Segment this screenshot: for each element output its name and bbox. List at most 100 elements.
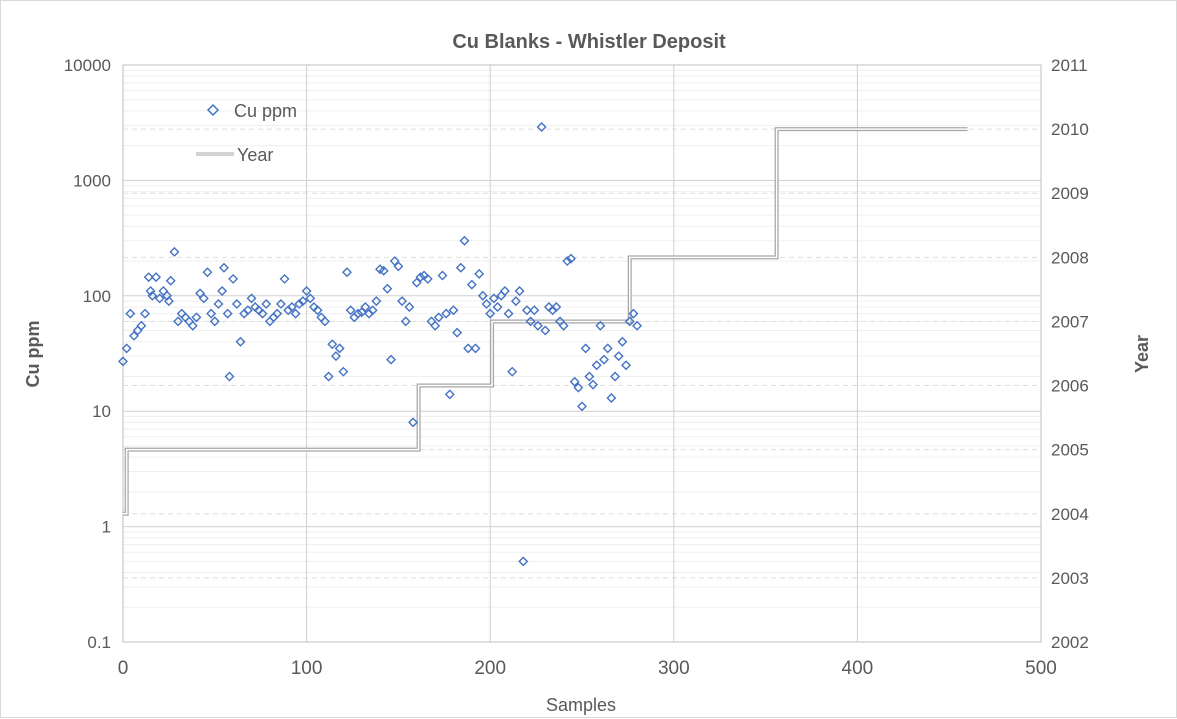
year-line-layer (123, 127, 968, 516)
cu-data-point (606, 393, 617, 404)
cu-data-point (257, 308, 268, 319)
cu-data-point (121, 343, 132, 354)
y2-tick-label: 2007 (1051, 312, 1089, 331)
cu-data-point (173, 316, 184, 327)
cu-data-point (224, 371, 235, 382)
cu-data-point (433, 312, 444, 323)
cu-data-point (518, 556, 529, 567)
cu-data-point (353, 308, 363, 319)
cu-data-point (474, 268, 485, 279)
plot-border (122, 64, 1042, 643)
cu-data-point (367, 305, 378, 316)
cu-data-point (525, 316, 536, 327)
year-series-line-inner (123, 128, 968, 515)
cu-data-point (510, 296, 521, 307)
cu-data-point (415, 272, 426, 283)
cu-data-point (143, 272, 154, 283)
cu-data-point (169, 246, 180, 257)
y-tick-label: 100 (83, 287, 111, 306)
cu-data-point (514, 286, 525, 297)
cu-data-point (408, 417, 419, 428)
cu-data-point (448, 305, 459, 316)
x-tick-label: 300 (658, 658, 690, 679)
cu-data-point (562, 256, 573, 267)
points-layer (118, 122, 643, 567)
legend-diamond-icon (206, 103, 220, 117)
cu-data-point (613, 351, 624, 362)
cu-data-point (621, 360, 632, 371)
legend: Cu ppm Year (196, 101, 297, 165)
cu-data-point (283, 305, 294, 316)
cu-data-point (551, 301, 562, 312)
cu-data-point (378, 265, 389, 276)
cu-data-point (444, 389, 455, 400)
cu-data-point (569, 376, 580, 387)
cu-data-point (202, 267, 213, 278)
legend-label-year: Year (237, 145, 273, 165)
cu-data-point (206, 308, 217, 319)
cu-data-point (628, 308, 639, 319)
cu-data-point (599, 354, 610, 365)
x-axis-label: Samples (546, 695, 616, 715)
grid-layer (122, 64, 1042, 643)
cu-data-point (588, 379, 599, 390)
cu-data-point (261, 298, 272, 309)
cu-data-point (360, 301, 371, 312)
cu-data-point (312, 305, 323, 316)
cu-data-point (163, 296, 174, 307)
x-tick-label: 200 (474, 658, 506, 679)
cu-data-point (147, 290, 158, 301)
chart-title: Cu Blanks - Whistler Deposit (452, 31, 726, 53)
x-tick-label: 400 (842, 658, 874, 679)
cu-data-point (213, 298, 224, 309)
cu-data-point (330, 351, 341, 362)
cu-data-point (345, 305, 356, 316)
cu-data-point (452, 327, 463, 338)
cu-data-point (547, 305, 558, 316)
cu-data-point (191, 312, 202, 323)
cu-data-point (158, 286, 169, 297)
cu-data-point (323, 371, 334, 382)
cu-data-point (125, 308, 136, 319)
y2-axis-label: Year (1132, 335, 1152, 373)
cu-data-point (151, 272, 162, 283)
cu-data-point (382, 283, 393, 294)
cu-data-point (477, 290, 488, 301)
cu-data-point (145, 286, 156, 297)
cu-data-point (400, 316, 411, 327)
cu-data-point (617, 336, 628, 347)
cu-data-point (275, 298, 286, 309)
y-tick-label: 0.1 (87, 633, 111, 652)
cu-data-point (580, 343, 591, 354)
y-axis-label: Cu ppm (23, 321, 43, 388)
cu-data-point (602, 343, 613, 354)
y2-tick-label: 2003 (1051, 569, 1089, 588)
y2-tick-label: 2010 (1051, 120, 1089, 139)
cu-data-point (118, 356, 128, 367)
cu-data-point (165, 275, 176, 286)
cu-data-point (422, 273, 433, 284)
cu-data-point (455, 262, 466, 273)
y2-tick-label: 2011 (1051, 56, 1088, 75)
cu-data-point (246, 293, 257, 304)
cu-data-point (632, 320, 643, 331)
cu-data-point (301, 286, 312, 297)
cu-data-point (573, 382, 584, 393)
cu-data-point (499, 286, 510, 297)
cu-data-point (404, 301, 415, 312)
cu-data-point (294, 298, 305, 309)
cu-data-point (430, 320, 441, 331)
cu-data-point (140, 308, 151, 319)
y2-tick-label: 2006 (1051, 377, 1089, 396)
cu-data-point (371, 296, 382, 307)
cu-data-point (397, 296, 408, 307)
cu-data-point (437, 270, 448, 281)
cu-data-point (217, 286, 228, 297)
cu-data-point (470, 343, 481, 354)
cu-data-point (565, 253, 576, 264)
cu-data-point (231, 298, 242, 309)
x-tick-label: 500 (1025, 658, 1057, 679)
y2-tick-label: 2004 (1051, 505, 1089, 524)
cu-data-point (297, 296, 308, 307)
